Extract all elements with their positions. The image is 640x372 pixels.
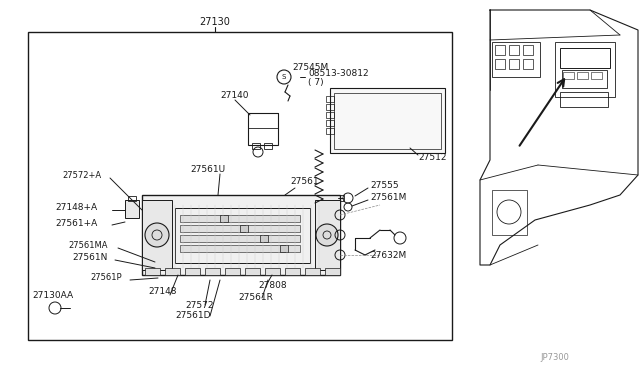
Bar (280, 245, 288, 252)
Text: 27572+A: 27572+A (62, 170, 101, 180)
Bar (555, 42, 615, 97)
Text: 27130: 27130 (200, 17, 230, 27)
Bar (225, 268, 240, 275)
Bar (125, 200, 139, 218)
Bar (326, 96, 334, 102)
Text: 27130AA: 27130AA (32, 291, 73, 299)
Bar (334, 93, 441, 149)
Bar (492, 190, 527, 235)
Bar (142, 200, 172, 270)
Bar (326, 120, 334, 126)
Text: 27572: 27572 (185, 301, 214, 310)
Bar (180, 235, 300, 242)
Bar (180, 225, 300, 232)
Bar (145, 268, 160, 275)
Text: S: S (282, 74, 286, 80)
Text: ( 7): ( 7) (308, 77, 324, 87)
Bar (495, 59, 505, 69)
Bar (591, 72, 602, 79)
Text: 27561R: 27561R (238, 294, 273, 302)
Bar (509, 45, 519, 55)
Bar (265, 268, 280, 275)
Bar (205, 268, 220, 275)
Bar (563, 72, 574, 79)
Bar (248, 113, 278, 145)
Circle shape (316, 224, 338, 246)
Text: 27632M: 27632M (370, 250, 406, 260)
Bar (577, 72, 588, 79)
Bar (305, 268, 320, 275)
Bar (128, 196, 136, 201)
Bar (142, 195, 340, 275)
Bar (495, 45, 505, 55)
Text: 27561D: 27561D (175, 311, 211, 321)
Bar (492, 42, 540, 77)
Bar (180, 215, 300, 222)
Bar (326, 112, 334, 118)
Circle shape (145, 223, 169, 247)
Bar (523, 59, 533, 69)
Bar (185, 268, 200, 275)
Bar (175, 208, 310, 263)
Bar (338, 195, 344, 201)
Text: 27561N: 27561N (72, 253, 108, 262)
Bar (245, 268, 260, 275)
Bar (560, 92, 608, 107)
Bar (240, 225, 248, 232)
Text: 27148+A: 27148+A (55, 203, 97, 212)
Text: 08513-30812: 08513-30812 (308, 68, 369, 77)
Bar (285, 268, 300, 275)
Bar (260, 235, 268, 242)
Text: 27140: 27140 (220, 90, 248, 99)
Bar (509, 59, 519, 69)
Text: JP7300: JP7300 (540, 353, 569, 362)
Bar (325, 268, 340, 275)
Text: 27561MA: 27561MA (68, 241, 108, 250)
Text: 27561P: 27561P (90, 273, 122, 282)
Text: 27148: 27148 (148, 288, 177, 296)
Bar (165, 268, 180, 275)
Text: 27561+A: 27561+A (55, 218, 97, 228)
Text: 27545M: 27545M (292, 64, 328, 73)
Bar (220, 215, 228, 222)
Text: 27561: 27561 (290, 177, 319, 186)
Bar (326, 104, 334, 110)
Bar (523, 45, 533, 55)
Bar (315, 200, 340, 270)
Bar (562, 70, 607, 88)
Text: 27561M: 27561M (370, 192, 406, 202)
Bar (264, 143, 272, 149)
Text: 27808: 27808 (258, 282, 287, 291)
Text: 27561U: 27561U (190, 166, 225, 174)
Bar (252, 143, 260, 149)
Bar (330, 88, 445, 153)
Bar (28, 32, 452, 340)
Bar (248, 113, 278, 128)
Bar (326, 128, 334, 134)
Bar (180, 245, 300, 252)
Text: 27555: 27555 (370, 180, 399, 189)
Bar (560, 48, 610, 68)
Text: 27512: 27512 (418, 154, 447, 163)
